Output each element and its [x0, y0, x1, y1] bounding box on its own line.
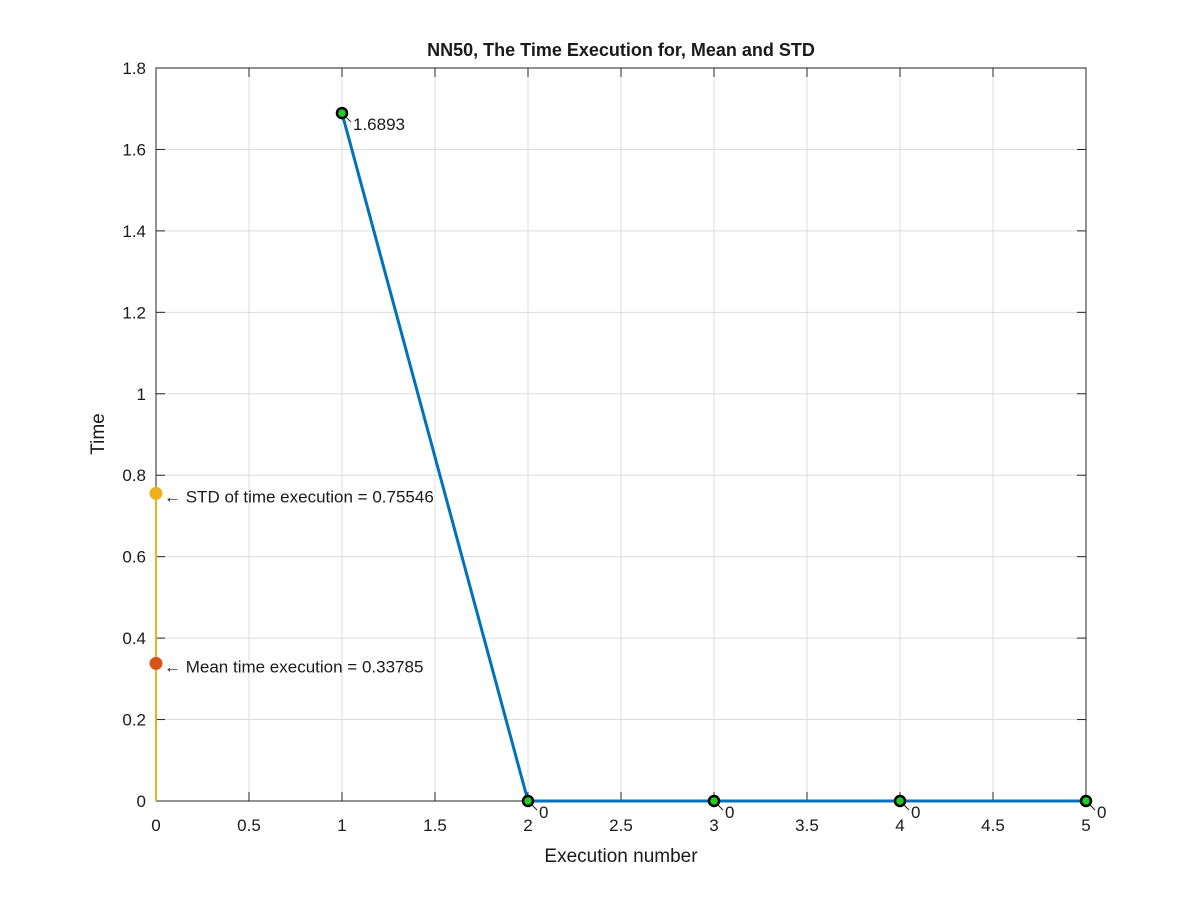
- x-tick-label: 5: [1081, 816, 1090, 835]
- y-axis-label: Time: [88, 413, 109, 455]
- data-point: [893, 794, 907, 808]
- data-point: [521, 794, 535, 808]
- y-tick-label: 1: [137, 385, 146, 404]
- data-label: 0: [911, 803, 920, 822]
- x-axis-label: Execution number: [544, 846, 698, 867]
- y-tick-label: 1.8: [122, 59, 146, 78]
- annotations: ← STD of time execution = 0.75546 ← Mean …: [149, 486, 434, 676]
- x-tick-label: 3: [709, 816, 718, 835]
- data-label-arrow: [344, 115, 352, 123]
- data-label-arrow: [1088, 803, 1096, 811]
- y-tick-label: 0: [137, 792, 146, 811]
- x-tick-label: 4: [895, 816, 904, 835]
- data-label-arrow: [902, 803, 910, 811]
- data-point: [335, 106, 349, 120]
- x-tick-label: 0: [151, 816, 160, 835]
- data-label-arrow: [716, 803, 724, 811]
- data-label: 0: [1097, 803, 1106, 822]
- x-tick-label: 1: [337, 816, 346, 835]
- y-tick-label: 1.6: [122, 140, 146, 159]
- series-layer: 1.6893 0 0 0 0: [155, 106, 1106, 822]
- y-tick-label: 0.6: [122, 548, 146, 567]
- x-tick-label: 3.5: [795, 816, 819, 835]
- annotation-marker: [149, 656, 163, 670]
- annotation-text: ← Mean time execution = 0.33785: [164, 657, 423, 676]
- data-label: 0: [725, 803, 734, 822]
- x-tick-label: 2: [523, 816, 532, 835]
- y-tick-label: 0.4: [122, 629, 146, 648]
- x-axis: 0 0.5 1 1.5 2 2.5 3 3.5 4 4.5 5: [151, 68, 1091, 835]
- y-axis: 0 0.2 0.4 0.6 0.8 1 1.2 1.4 1.6 1.8: [122, 59, 1086, 811]
- annotation-marker: [149, 486, 163, 500]
- y-tick-label: 0.8: [122, 466, 146, 485]
- x-tick-label: 2.5: [609, 816, 633, 835]
- data-label-arrow: [530, 803, 538, 811]
- annotation-text: ← STD of time execution = 0.75546: [164, 487, 434, 506]
- y-tick-label: 1.4: [122, 222, 146, 241]
- x-tick-label: 1.5: [423, 816, 447, 835]
- data-point: [1079, 794, 1093, 808]
- data-label: 0: [539, 803, 548, 822]
- y-tick-label: 0.2: [122, 711, 146, 730]
- y-tick-label: 1.2: [122, 303, 146, 322]
- x-tick-label: 0.5: [237, 816, 261, 835]
- data-point: [707, 794, 721, 808]
- data-label: 1.6893: [353, 115, 405, 134]
- x-tick-label: 4.5: [981, 816, 1005, 835]
- chart-title: NN50, The Time Execution for, Mean and S…: [427, 40, 815, 60]
